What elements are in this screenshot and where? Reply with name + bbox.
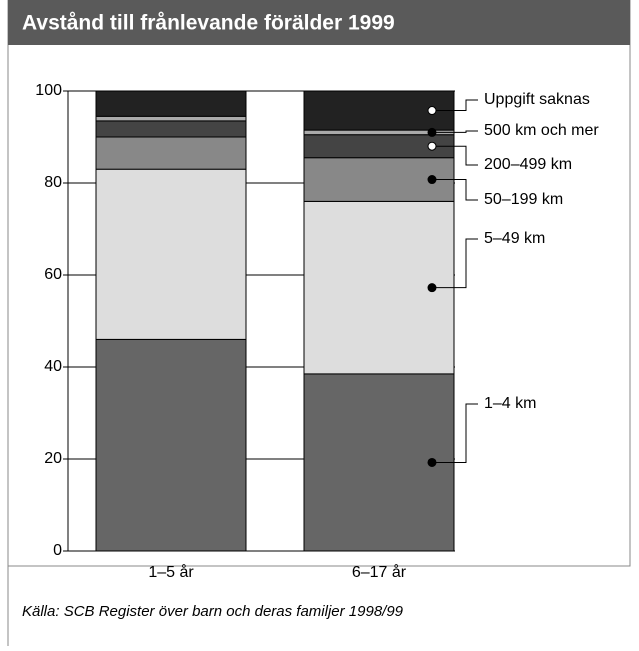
legend-dot [427,106,437,116]
bar-segment [95,120,247,138]
x-tick-label: 6–17 år [352,563,407,581]
y-tick-label: 60 [44,266,62,283]
legend-dot [427,457,437,467]
legend-label: 1–4 km [484,395,536,412]
leader-line [432,179,478,201]
legend-dot [427,127,437,137]
y-tick-label: 80 [44,174,62,191]
chart-title: Avstånd till frånlevande förälder 1999 [22,12,395,35]
y-tick-label: 100 [35,82,62,99]
legend-dot [427,283,437,293]
bar-segment [95,338,247,552]
legend-dot [427,175,437,185]
source: Källa: SCB Register över barn och deras … [22,603,404,620]
bar-segment [95,168,247,340]
legend-label: 200–499 km [484,156,572,173]
bar-segment [303,157,455,202]
legend-label: Uppgift saknas [484,91,590,108]
legend-label: 500 km och mer [484,122,599,139]
header [8,0,630,45]
y-tick-label: 0 [53,542,62,559]
bar-segment [95,115,247,122]
y-tick-label: 20 [44,450,62,467]
y-tick-label: 40 [44,358,62,375]
leader-line [432,145,478,166]
legend-label: 5–49 km [484,230,545,247]
bar-segment [95,90,247,117]
leader-line [432,403,478,463]
leader-line [432,99,478,112]
legend-dot [427,141,437,151]
leader-line [432,130,478,133]
x-tick-label: 1–5 år [148,563,194,581]
legend-label: 50–199 km [484,191,563,208]
bar-segment [95,136,247,170]
leader-line [432,238,478,289]
